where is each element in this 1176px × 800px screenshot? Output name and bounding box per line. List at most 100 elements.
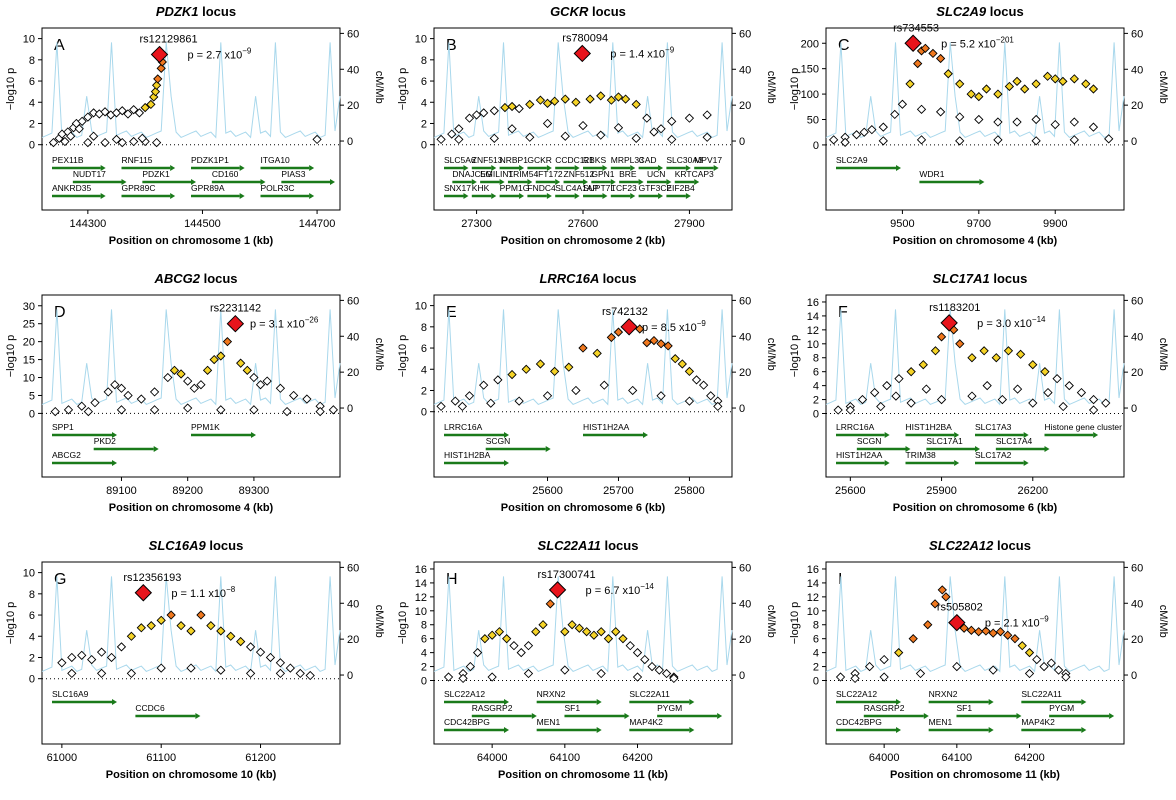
snp-point: [878, 122, 888, 132]
y-tick-label: 6: [813, 634, 819, 646]
snp-point: [979, 346, 989, 356]
p-value-mantissa: p = 3.1 x10: [250, 319, 305, 331]
snp-point: [589, 630, 599, 640]
y-tick-label: 0: [421, 407, 427, 419]
snp-point: [156, 663, 166, 673]
y2-tick-label: 0: [1131, 136, 1137, 148]
snp-point: [110, 380, 120, 390]
gene-label: SUPT7L: [583, 183, 615, 193]
snp-point: [116, 383, 127, 393]
snp-point: [140, 102, 150, 113]
snp-point: [628, 385, 638, 396]
gene-arrowhead: [491, 165, 497, 171]
snp-point: [606, 332, 617, 343]
snp-point: [117, 106, 127, 116]
snp-point: [661, 668, 672, 679]
y-tick-label: 8: [29, 589, 35, 601]
snp-point: [669, 673, 679, 684]
snp-point: [489, 133, 499, 143]
snp-point: [599, 380, 609, 390]
snp-point: [153, 74, 163, 84]
p-value-label: p = 2.1 x10−9: [985, 615, 1049, 630]
snp-point: [88, 131, 99, 141]
y2-tick-label: 60: [739, 562, 751, 574]
snp-point: [149, 387, 160, 397]
gene-arrowhead: [596, 727, 602, 733]
y-tick-label: 2: [29, 652, 35, 664]
p-value-label: p = 1.1 x10−8: [171, 585, 235, 600]
snp-point: [955, 339, 965, 349]
x-tick-label: 25700: [603, 485, 634, 497]
gene-arrowhead: [463, 165, 469, 171]
gene-label: CDC42BPG: [836, 717, 882, 727]
y-tick-label: 50: [807, 115, 819, 127]
snp-point: [549, 366, 560, 377]
snp-point: [66, 131, 76, 141]
panel-letter: D: [54, 304, 66, 321]
y2-axis-label: cM/Mb: [1157, 71, 1169, 104]
snp-point: [1012, 76, 1022, 87]
snp-point: [216, 405, 226, 415]
gene-label: MEN1: [929, 717, 953, 727]
snp-point: [1003, 630, 1013, 640]
snp-point: [514, 103, 524, 114]
panel-letter: G: [54, 571, 66, 588]
panel-title-gene: SLC2A9: [936, 4, 989, 19]
snp-point: [206, 621, 216, 631]
gene-label: SF1: [956, 703, 972, 713]
gene-arrowhead: [463, 193, 469, 199]
snp-point: [150, 87, 161, 97]
y2-tick-label: 40: [739, 331, 751, 343]
y-tick-label: 2: [813, 662, 819, 674]
x-tick-label: 64100: [942, 752, 973, 764]
y2-tick-label: 0: [347, 670, 353, 682]
panel-title-suffix: locus: [993, 271, 1027, 286]
gene-label: MAP4K2: [629, 717, 663, 727]
snp-point: [930, 599, 940, 609]
x-tick-label: 64200: [1014, 752, 1045, 764]
panel-title-suffix: locus: [202, 4, 236, 19]
y2-tick-label: 20: [1131, 367, 1143, 379]
y-tick-label: 6: [813, 367, 819, 379]
gene-label: CDC42BPG: [444, 717, 490, 727]
snp-point: [328, 405, 339, 415]
snp-point: [596, 130, 606, 140]
gene-label: TRIM54: [508, 169, 539, 179]
lead-snp-label: rs742132: [602, 306, 648, 318]
gene-arrowhead: [100, 165, 106, 171]
x-tick-label: 26200: [1017, 485, 1048, 497]
p-value-exponent: −9: [242, 47, 252, 56]
snp-point: [574, 623, 585, 633]
y-tick-label: 10: [415, 606, 427, 618]
x-tick-label: 27300: [461, 218, 492, 230]
x-tick-label: 64000: [477, 752, 508, 764]
snp-point: [489, 106, 499, 116]
gene-label: PDZK1: [142, 169, 170, 179]
gene-label: GCKR: [527, 155, 552, 165]
gene-arrowhead: [527, 179, 533, 185]
snp-point: [1032, 654, 1042, 665]
snp-point: [631, 133, 641, 143]
snp-point: [908, 634, 918, 644]
gene-arrowhead: [1023, 432, 1029, 438]
snp-point: [935, 53, 946, 64]
gene-label: PYGM: [1049, 703, 1074, 713]
snp-point: [920, 43, 930, 53]
y2-axis-label: cM/Mb: [373, 605, 385, 638]
snp-point: [967, 353, 977, 363]
gene-label: WDR1: [919, 169, 944, 179]
snp-point: [151, 137, 162, 148]
gene-label: SCGN: [857, 436, 882, 446]
snp-point: [117, 137, 127, 148]
gene-arrowhead: [602, 165, 608, 171]
snp-point: [77, 401, 87, 411]
y2-axis-label: cM/Mb: [373, 71, 385, 104]
snp-point: [1040, 367, 1050, 377]
snp-point: [149, 405, 160, 415]
snp-point: [436, 134, 446, 145]
snp-point: [618, 634, 628, 644]
panel-title-suffix: locus: [209, 538, 243, 553]
